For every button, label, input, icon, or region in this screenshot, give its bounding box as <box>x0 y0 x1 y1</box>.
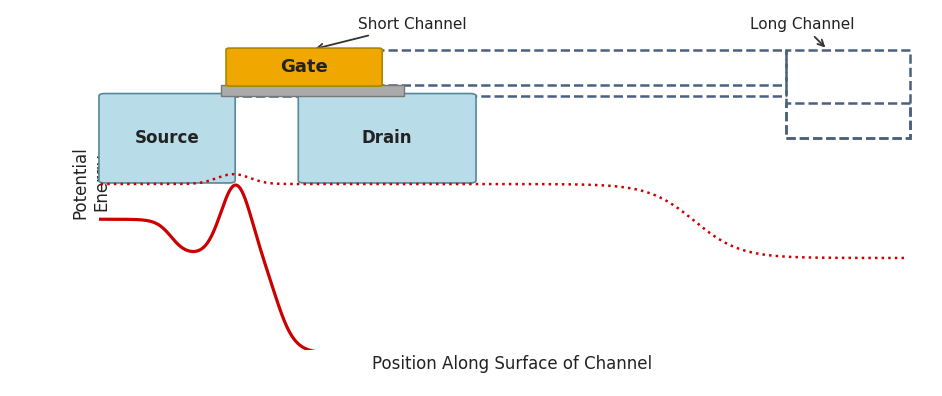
Bar <box>221 85 404 96</box>
Text: Drain: Drain <box>362 129 413 147</box>
FancyBboxPatch shape <box>299 93 476 183</box>
Text: Long Channel: Long Channel <box>750 17 854 46</box>
Text: Gate: Gate <box>280 58 328 76</box>
Y-axis label: Potential
Energy: Potential Energy <box>72 146 110 219</box>
X-axis label: Position Along Surface of Channel: Position Along Surface of Channel <box>372 355 652 373</box>
FancyBboxPatch shape <box>226 48 382 86</box>
Text: Short Channel: Short Channel <box>317 17 466 50</box>
FancyBboxPatch shape <box>99 93 236 183</box>
Text: Source: Source <box>135 129 200 147</box>
Bar <box>786 50 910 138</box>
Bar <box>786 103 910 138</box>
